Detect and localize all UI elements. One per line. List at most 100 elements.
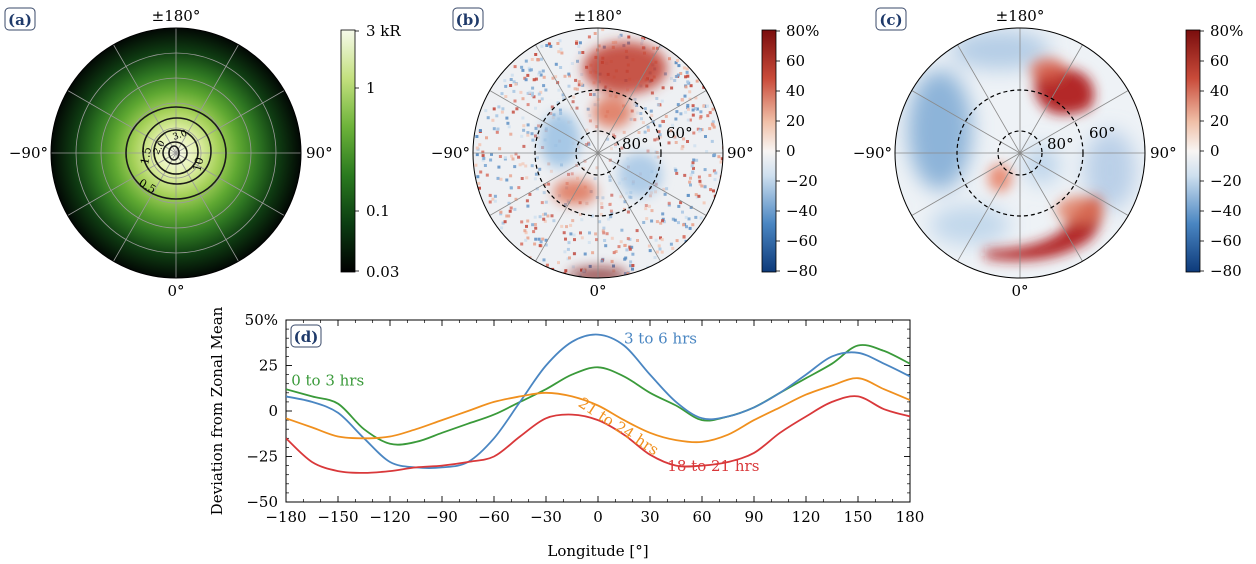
noise-pixel bbox=[523, 229, 527, 233]
colorbar-tick-label: 3 kR bbox=[366, 22, 401, 40]
noise-pixel bbox=[617, 181, 621, 185]
noise-pixel bbox=[500, 110, 504, 114]
colorbar-tick-label: −80 bbox=[1210, 262, 1242, 280]
x-tick-label: −120 bbox=[369, 508, 410, 526]
noise-pixel bbox=[588, 231, 591, 235]
noise-pixel bbox=[522, 128, 526, 132]
noise-pixel bbox=[560, 51, 564, 55]
noise-pixel bbox=[478, 129, 482, 132]
direction-label-top: ±180° bbox=[996, 7, 1045, 25]
noise-pixel bbox=[521, 116, 525, 120]
noise-pixel bbox=[679, 112, 683, 116]
noise-pixel bbox=[608, 94, 612, 98]
noise-pixel bbox=[571, 265, 575, 269]
noise-pixel bbox=[587, 143, 591, 146]
noise-pixel bbox=[488, 193, 492, 197]
panel-d: −180 −150 −120 −90 −60 −30 0 30 60 90 120 150 180 50%… bbox=[208, 306, 924, 560]
noise-pixel bbox=[603, 239, 607, 242]
noise-pixel bbox=[708, 127, 712, 131]
noise-pixel bbox=[659, 45, 663, 49]
direction-label-left: −90° bbox=[9, 144, 48, 162]
noise-pixel bbox=[682, 137, 686, 141]
noise-pixel bbox=[710, 122, 714, 126]
noise-pixel bbox=[507, 214, 511, 218]
noise-pixel bbox=[520, 134, 524, 138]
noise-pixel bbox=[675, 239, 679, 243]
noise-pixel bbox=[571, 100, 575, 104]
noise-pixel bbox=[676, 59, 680, 62]
noise-pixel bbox=[673, 135, 677, 139]
noise-pixel bbox=[717, 155, 721, 159]
x-axis-label: Longitude [°] bbox=[547, 542, 648, 560]
noise-pixel bbox=[685, 70, 689, 74]
noise-pixel bbox=[588, 264, 592, 268]
noise-pixel bbox=[540, 97, 544, 101]
noise-pixel bbox=[558, 108, 562, 112]
noise-pixel bbox=[676, 103, 680, 107]
noise-pixel bbox=[608, 203, 612, 206]
circle-label: 60° bbox=[666, 124, 693, 142]
x-tick-label: 120 bbox=[792, 508, 821, 526]
noise-pixel bbox=[538, 167, 542, 171]
noise-pixel bbox=[581, 51, 585, 54]
noise-pixel bbox=[579, 213, 582, 216]
series-line-0 bbox=[286, 344, 910, 446]
noise-pixel bbox=[688, 226, 692, 230]
noise-pixel bbox=[697, 194, 701, 198]
polar-spoke bbox=[597, 152, 707, 216]
noise-pixel bbox=[521, 97, 525, 101]
noise-pixel bbox=[686, 140, 689, 143]
panel-b: 80° 60° (b) ±180° 0° −90° 90° 80% 60 40 20 0… bbox=[431, 7, 820, 300]
noise-pixel bbox=[540, 44, 544, 48]
noise-pixel bbox=[607, 217, 611, 221]
noise-pixel bbox=[629, 117, 633, 121]
noise-pixel bbox=[585, 202, 589, 206]
noise-pixel bbox=[643, 107, 647, 111]
colorbar-tick-label: 60 bbox=[1210, 52, 1229, 70]
noise-pixel bbox=[531, 86, 535, 90]
noise-pixel bbox=[575, 40, 579, 44]
noise-pixel bbox=[534, 172, 538, 176]
noise-pixel bbox=[577, 80, 581, 84]
noise-pixel bbox=[499, 177, 503, 181]
noise-pixel bbox=[659, 236, 662, 240]
noise-pixel bbox=[573, 87, 577, 91]
noise-pixel bbox=[556, 101, 560, 105]
noise-pixel bbox=[530, 164, 534, 168]
noise-pixel bbox=[653, 138, 657, 142]
noise-pixel bbox=[681, 210, 684, 214]
noise-pixel bbox=[681, 98, 685, 102]
noise-pixel bbox=[538, 215, 542, 219]
noise-pixel bbox=[547, 182, 551, 186]
noise-pixel bbox=[611, 161, 615, 165]
panel-label: (b) bbox=[456, 11, 481, 29]
noise-pixel bbox=[549, 169, 553, 173]
noise-pixel bbox=[679, 201, 683, 205]
noise-pixel bbox=[617, 35, 621, 39]
noise-pixel bbox=[514, 152, 518, 156]
noise-pixel bbox=[567, 241, 571, 245]
noise-pixel bbox=[655, 151, 659, 154]
noise-pixel bbox=[691, 170, 695, 174]
noise-pixel bbox=[661, 86, 665, 90]
noise-pixel bbox=[698, 182, 702, 186]
x-tick-label: −90 bbox=[426, 508, 458, 526]
x-tick-label: 0 bbox=[593, 508, 603, 526]
noise-pixel bbox=[582, 167, 586, 170]
noise-pixel bbox=[542, 217, 546, 221]
noise-pixel bbox=[522, 144, 526, 148]
noise-pixel bbox=[528, 192, 532, 196]
noise-pixel bbox=[656, 103, 660, 107]
x-tick-label: 60 bbox=[692, 508, 711, 526]
noise-pixel bbox=[570, 62, 574, 65]
noise-pixel bbox=[600, 202, 604, 206]
series-line-3 bbox=[286, 395, 910, 474]
noise-pixel bbox=[526, 219, 530, 223]
noise-pixel bbox=[614, 142, 617, 146]
noise-pixel bbox=[699, 115, 703, 119]
noise-pixel bbox=[568, 74, 571, 78]
noise-pixel bbox=[498, 147, 502, 151]
noise-pixel bbox=[543, 212, 547, 216]
noise-pixel bbox=[588, 114, 592, 118]
contour-label: 1.5 bbox=[138, 146, 154, 165]
